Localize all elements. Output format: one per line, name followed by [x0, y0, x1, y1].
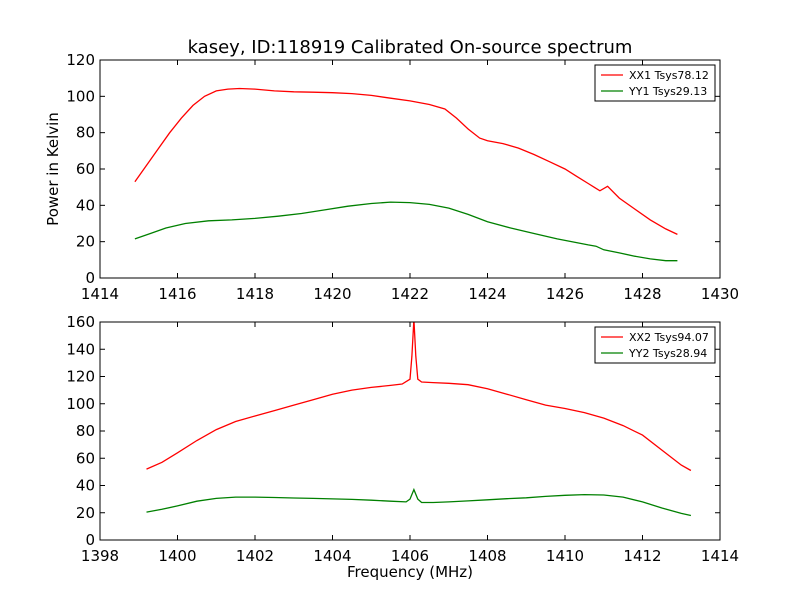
x-tick-label: 1428 [623, 285, 661, 303]
x-tick-label: 1414 [81, 285, 119, 303]
x-tick-label: 1412 [623, 547, 661, 565]
x-tick-label: 1414 [701, 547, 739, 565]
x-tick-label: 1422 [391, 285, 429, 303]
x-tick-label: 1418 [236, 285, 274, 303]
top-panel: 1414 1416 1418 1420 1422 1424 1426 1428 1430 0 20 4… [44, 51, 739, 303]
y-tick-label: 120 [66, 368, 95, 386]
x-tick-label: 1404 [313, 547, 351, 565]
y-tick-label: 40 [76, 196, 95, 214]
y-tick-label: 160 [66, 313, 95, 331]
figure-title: kasey, ID:118919 Calibrated On-source sp… [188, 37, 633, 58]
series-line-yy2 [146, 487, 692, 517]
series-line-xx1 [134, 87, 678, 235]
legend-label: XX2 Tsys94.07 [629, 331, 709, 344]
x-axis-label: Frequency (MHz) [347, 563, 473, 581]
y-axis-label: Power in Kelvin [44, 112, 62, 226]
series-group [134, 87, 678, 262]
y-tick-label: 20 [76, 233, 95, 251]
legend: XX1 Tsys78.12 YY1 Tsys29.13 [594, 64, 716, 102]
x-tick-label: 1400 [158, 547, 196, 565]
y-tick-label: 0 [85, 269, 95, 287]
y-tick-label: 100 [66, 87, 95, 105]
legend-box [594, 326, 716, 364]
y-tick-label: 80 [76, 124, 95, 142]
series-line-xx2 [146, 322, 692, 472]
series-line-yy1 [134, 201, 678, 262]
x-tick-label: 1402 [236, 547, 274, 565]
x-tick-label: 1406 [391, 547, 429, 565]
x-tick-label: 1426 [546, 285, 584, 303]
x-tick-label: 1430 [701, 285, 739, 303]
legend-label: XX1 Tsys78.12 [629, 69, 709, 82]
y-tick-label: 40 [76, 477, 95, 495]
y-tick-label: 80 [76, 422, 95, 440]
legend: XX2 Tsys94.07 YY2 Tsys28.94 [594, 326, 716, 364]
x-tick-label: 1408 [468, 547, 506, 565]
y-tick-label: 60 [76, 449, 95, 467]
y-tick-label: 100 [66, 395, 95, 413]
y-tick-label: 0 [85, 531, 95, 549]
legend-label: YY1 Tsys29.13 [628, 85, 707, 98]
y-tick-label: 20 [76, 504, 95, 522]
y-tick-label: 120 [66, 51, 95, 69]
x-tick-label: 1398 [81, 547, 119, 565]
x-tick-label: 1420 [313, 285, 351, 303]
series-group [146, 322, 692, 517]
legend-label: YY2 Tsys28.94 [628, 347, 707, 360]
y-tick-label: 60 [76, 160, 95, 178]
x-tick-label: 1424 [468, 285, 506, 303]
legend-box [594, 64, 716, 102]
x-tick-label: 1416 [158, 285, 196, 303]
y-tick-label: 140 [66, 340, 95, 358]
bottom-panel: 1398 1400 1402 1404 1406 1408 1410 1412 1414 0 20 4… [66, 313, 739, 581]
x-tick-label: 1410 [546, 547, 584, 565]
